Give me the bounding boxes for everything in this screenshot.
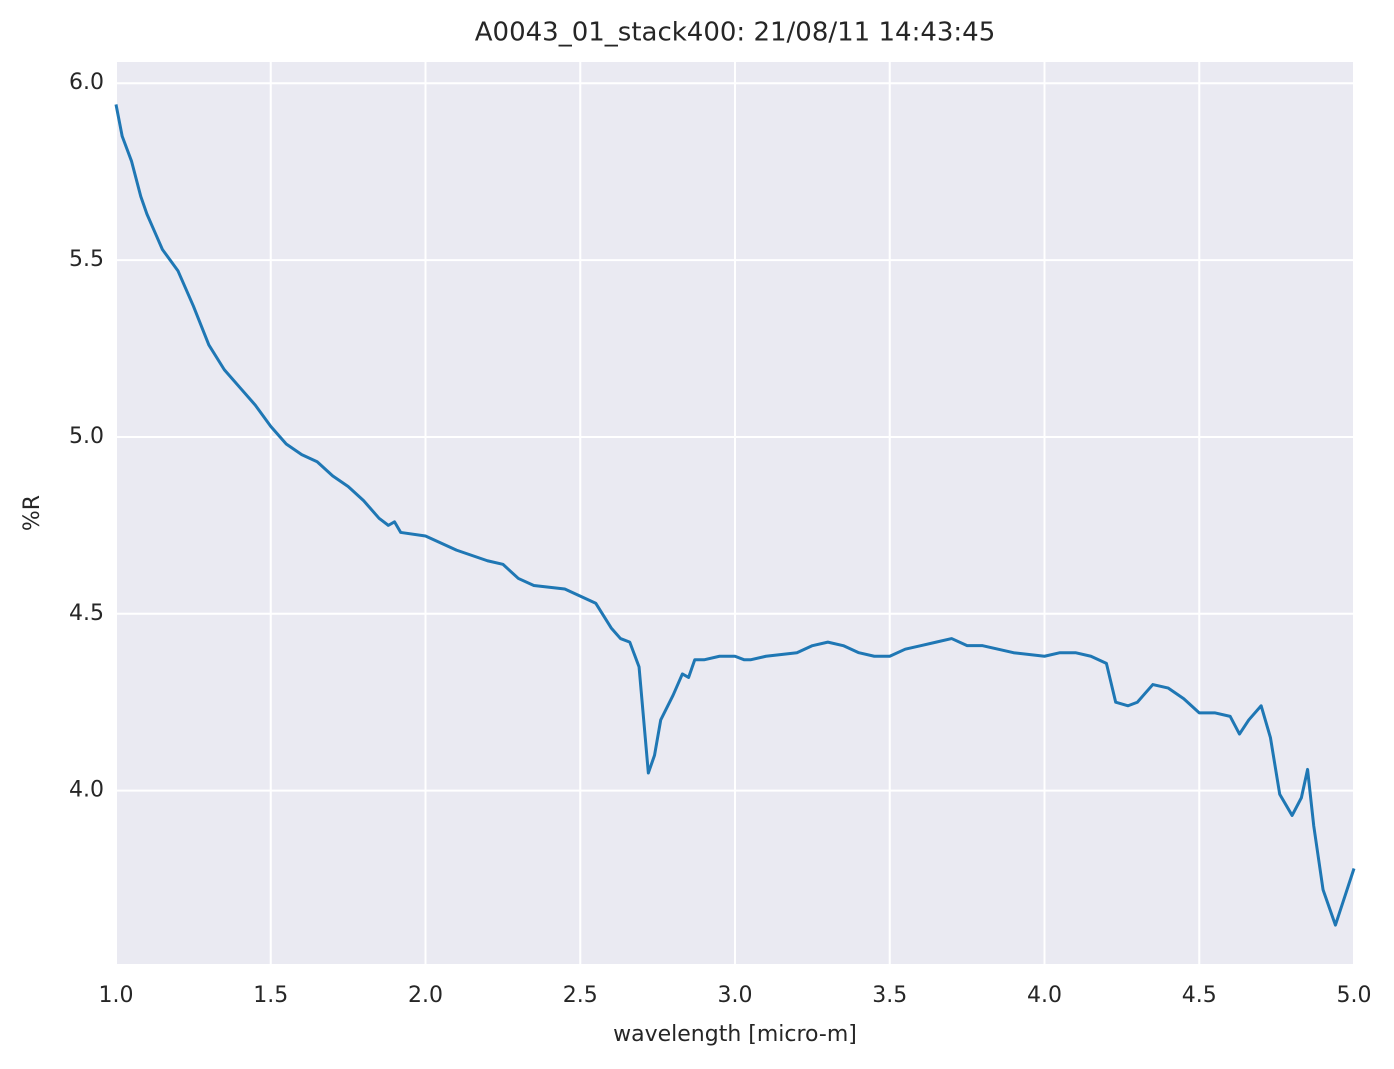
x-tick-label: 1.5: [253, 983, 288, 1008]
y-tick-label: 6.0: [69, 70, 104, 95]
x-tick-label: 1.0: [99, 983, 134, 1008]
data-line: [114, 104, 1356, 927]
x-tick-label: 4.5: [1182, 983, 1217, 1008]
x-tick-label: 3.0: [718, 983, 753, 1008]
y-tick-label: 4.0: [69, 778, 104, 803]
x-tick-label: 2.5: [563, 983, 598, 1008]
x-tick-label: 3.5: [872, 983, 907, 1008]
y-tick-label: 5.5: [69, 247, 104, 272]
x-tick-label: 2.0: [408, 983, 443, 1008]
x-tick-label: 5.0: [1337, 983, 1372, 1008]
x-axis-label: wavelength [micro-m]: [613, 1022, 857, 1047]
chart-title: A0043_01_stack400: 21/08/11 14:43:45: [475, 18, 996, 48]
y-tick-label: 4.5: [69, 601, 104, 626]
y-tick-label: 5.0: [69, 424, 104, 449]
x-tick-label: 4.0: [1027, 983, 1062, 1008]
y-axis-label: %R: [20, 495, 45, 531]
